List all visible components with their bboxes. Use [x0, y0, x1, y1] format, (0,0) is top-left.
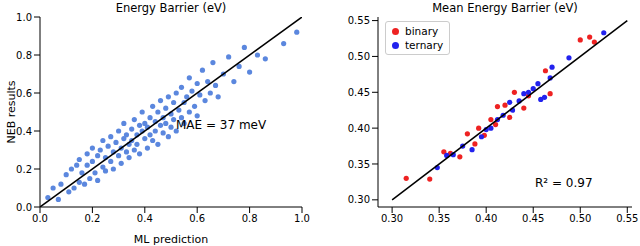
svg-text:0.50: 0.50: [348, 51, 370, 62]
svg-text:0.4: 0.4: [16, 126, 32, 137]
svg-text:ML prediction: ML prediction: [134, 233, 208, 246]
svg-text:0.2: 0.2: [16, 164, 32, 175]
svg-text:0.35: 0.35: [348, 159, 370, 170]
html-text:MAE = 37 meV: MAE = 37 meV: [176, 118, 267, 132]
svg-text:0.40: 0.40: [348, 123, 370, 134]
html-text:R² = 0.97: R² = 0.97: [535, 176, 593, 190]
svg-text:0.6: 0.6: [189, 213, 205, 224]
svg-text:0.45: 0.45: [522, 213, 544, 224]
svg-text:1.0: 1.0: [16, 12, 32, 23]
svg-text:0.6: 0.6: [16, 88, 32, 99]
svg-text:0.30: 0.30: [381, 213, 403, 224]
html-text:ternary: ternary: [405, 39, 444, 51]
svg-text:0.4: 0.4: [137, 213, 153, 224]
html-text:Mean Energy Barrier (eV): Mean Energy Barrier (eV): [432, 1, 578, 15]
svg-text:0.50: 0.50: [569, 213, 591, 224]
svg-text:0.40: 0.40: [475, 213, 497, 224]
svg-text:0.2: 0.2: [84, 213, 100, 224]
svg-text:0.55: 0.55: [348, 15, 370, 26]
svg-text:0.35: 0.35: [428, 213, 450, 224]
svg-text:0.30: 0.30: [348, 194, 370, 205]
svg-text:0.55: 0.55: [616, 213, 638, 224]
html-text:binary: binary: [405, 25, 439, 37]
svg-text:NEB results: NEB results: [5, 80, 18, 143]
svg-text:0.0: 0.0: [16, 202, 32, 213]
svg-text:0.8: 0.8: [242, 213, 258, 224]
svg-text:0.45: 0.45: [348, 87, 370, 98]
svg-text:0.0: 0.0: [32, 213, 48, 224]
svg-text:0.8: 0.8: [16, 50, 32, 61]
html-text:Energy Barrier (eV): Energy Barrier (eV): [115, 1, 227, 15]
svg-text:1.0: 1.0: [294, 213, 310, 224]
